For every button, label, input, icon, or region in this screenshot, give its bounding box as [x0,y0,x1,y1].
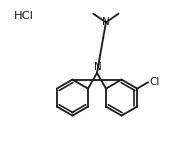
Text: N: N [102,17,110,28]
Text: Cl: Cl [149,77,159,87]
Text: HCl: HCl [14,11,34,21]
Text: N: N [94,61,102,72]
